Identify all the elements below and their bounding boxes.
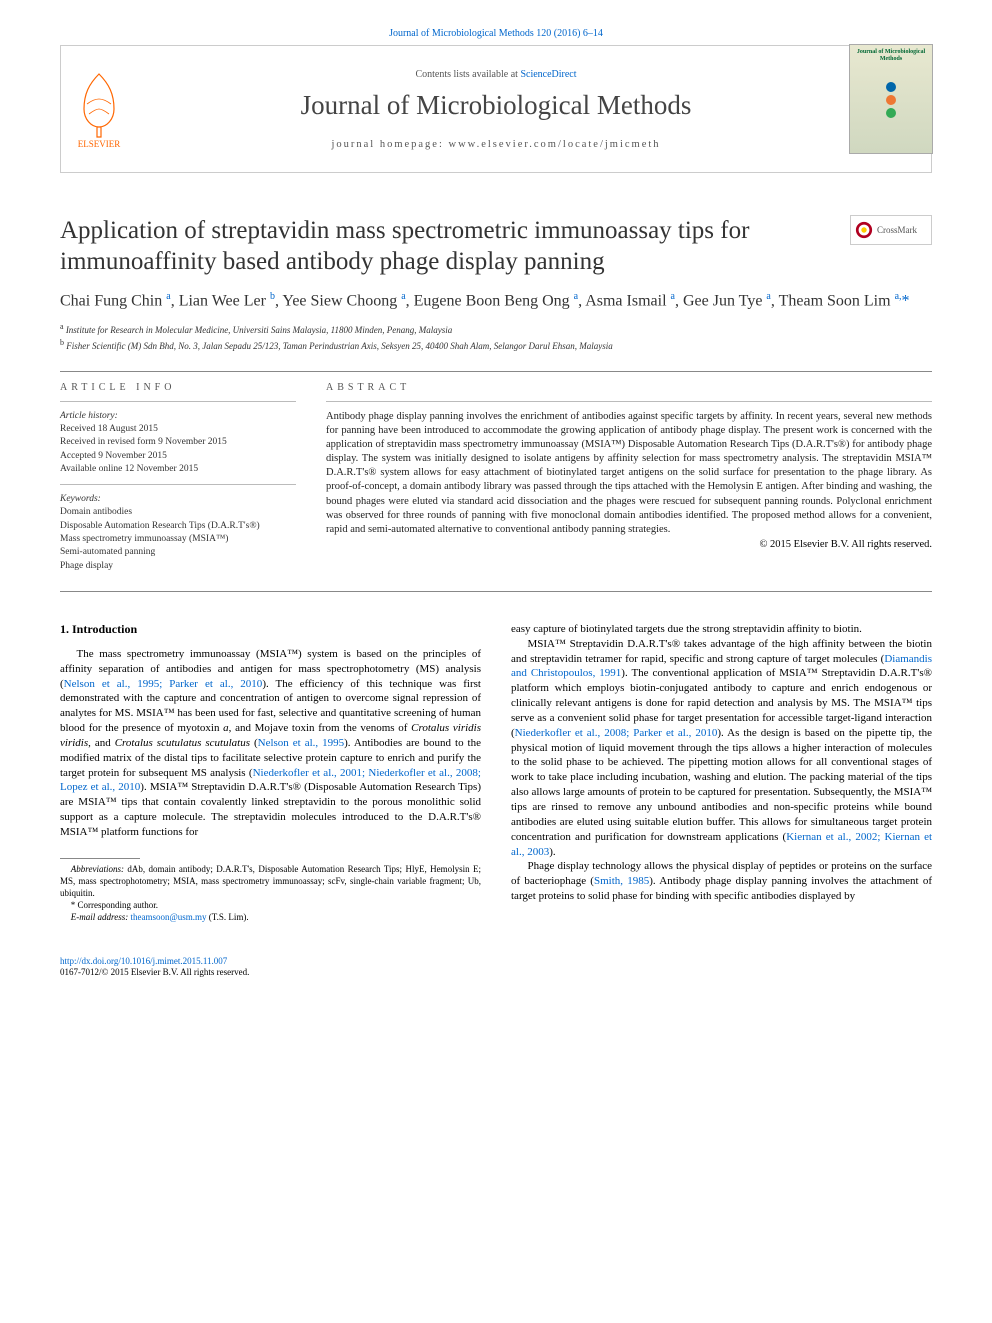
crossmark-badge[interactable]: CrossMark bbox=[850, 215, 932, 245]
authors-line: Chai Fung Chin a, Lian Wee Ler b, Yee Si… bbox=[60, 290, 932, 312]
cover-title: Journal of Microbiological Methods bbox=[854, 49, 928, 62]
article-info-column: ARTICLE INFO Article history: Received 1… bbox=[60, 382, 296, 573]
body-paragraph: Phage display technology allows the phys… bbox=[511, 859, 932, 904]
journal-homepage: journal homepage: www.elsevier.com/locat… bbox=[151, 139, 841, 150]
email-footnote: E-mail address: theamsoon@usm.my (T.S. L… bbox=[60, 911, 481, 923]
body-column-right: easy capture of biotinylated targets due… bbox=[511, 622, 932, 924]
keyword: Mass spectrometry immunoassay (MSIA™) bbox=[60, 533, 296, 546]
cover-dot bbox=[886, 108, 896, 118]
elsevier-label: ELSEVIER bbox=[78, 139, 121, 149]
copyright-line: © 2015 Elsevier B.V. All rights reserved… bbox=[326, 539, 932, 550]
divider bbox=[326, 401, 932, 402]
journal-name: Journal of Microbiological Methods bbox=[151, 90, 841, 121]
keywords-label: Keywords: bbox=[60, 493, 296, 506]
cover-dot bbox=[886, 95, 896, 105]
body-paragraph: The mass spectrometry immunoassay (MSIA™… bbox=[60, 647, 481, 840]
accepted-date: Accepted 9 November 2015 bbox=[60, 450, 296, 463]
body-paragraph: MSIA™ Streptavidin D.A.R.T's® takes adva… bbox=[511, 637, 932, 860]
homepage-url: www.elsevier.com/locate/jmicmeth bbox=[449, 139, 661, 150]
received-date: Received 18 August 2015 bbox=[60, 423, 296, 436]
contents-prefix: Contents lists available at bbox=[415, 69, 520, 80]
keyword: Disposable Automation Research Tips (D.A… bbox=[60, 520, 296, 533]
email-link[interactable]: theamsoon@usm.my bbox=[130, 912, 206, 922]
body-column-left: 1. Introduction The mass spectrometry im… bbox=[60, 622, 481, 924]
divider bbox=[60, 371, 932, 372]
revised-date: Received in revised form 9 November 2015 bbox=[60, 436, 296, 449]
cover-dots bbox=[886, 82, 896, 118]
header-citation: Journal of Microbiological Methods 120 (… bbox=[0, 0, 992, 45]
online-date: Available online 12 November 2015 bbox=[60, 463, 296, 476]
affiliations: a Institute for Research in Molecular Me… bbox=[60, 321, 932, 352]
email-suffix: (T.S. Lim). bbox=[207, 912, 249, 922]
email-label: E-mail address: bbox=[71, 912, 131, 922]
body-paragraph: easy capture of biotinylated targets due… bbox=[511, 622, 932, 637]
divider bbox=[60, 484, 296, 485]
homepage-label: journal homepage: bbox=[331, 139, 448, 150]
keywords-block: Keywords: Domain antibodies Disposable A… bbox=[60, 493, 296, 573]
affiliation-a: a Institute for Research in Molecular Me… bbox=[60, 321, 932, 337]
elsevier-logo: ELSEVIER bbox=[59, 44, 139, 149]
sciencedirect-link[interactable]: ScienceDirect bbox=[520, 69, 576, 80]
abstract-column: ABSTRACT Antibody phage display panning … bbox=[326, 382, 932, 573]
doi-link[interactable]: http://dx.doi.org/10.1016/j.mimet.2015.1… bbox=[60, 956, 227, 966]
divider bbox=[60, 401, 296, 402]
journal-cover-thumbnail: Journal of Microbiological Methods bbox=[849, 44, 933, 154]
keyword: Semi-automated panning bbox=[60, 546, 296, 559]
issn-line: 0167-7012/© 2015 Elsevier B.V. All right… bbox=[60, 967, 249, 977]
divider bbox=[60, 591, 932, 592]
abbreviations-footnote: Abbreviations: dAb, domain antibody; D.A… bbox=[60, 863, 481, 899]
cover-dot bbox=[886, 82, 896, 92]
keyword: Phage display bbox=[60, 560, 296, 573]
crossmark-label: CrossMark bbox=[877, 225, 917, 235]
abbrev-label: Abbreviations: bbox=[71, 864, 124, 874]
abstract-label: ABSTRACT bbox=[326, 382, 932, 393]
corresponding-footnote: * Corresponding author. bbox=[60, 899, 481, 911]
abstract-text: Antibody phage display panning involves … bbox=[326, 410, 932, 538]
article-title: Application of streptavidin mass spectro… bbox=[60, 215, 850, 278]
affiliation-b: b Fisher Scientific (M) Sdn Bhd, No. 3, … bbox=[60, 337, 932, 353]
crossmark-icon bbox=[855, 221, 873, 239]
header-center: Contents lists available at ScienceDirec… bbox=[61, 69, 931, 150]
article-history: Article history: Received 18 August 2015… bbox=[60, 410, 296, 476]
citation-link[interactable]: Journal of Microbiological Methods 120 (… bbox=[389, 28, 603, 39]
elsevier-tree-icon bbox=[68, 69, 130, 139]
page-footer: http://dx.doi.org/10.1016/j.mimet.2015.1… bbox=[60, 956, 932, 979]
keyword: Domain antibodies bbox=[60, 506, 296, 519]
article-info-label: ARTICLE INFO bbox=[60, 382, 296, 393]
section-heading: 1. Introduction bbox=[60, 622, 481, 637]
history-label: Article history: bbox=[60, 410, 296, 423]
abbrev-text: dAb, domain antibody; D.A.R.T's, Disposa… bbox=[60, 864, 481, 898]
contents-line: Contents lists available at ScienceDirec… bbox=[151, 69, 841, 80]
footnote-divider bbox=[60, 858, 140, 859]
header-box: ELSEVIER Contents lists available at Sci… bbox=[60, 45, 932, 173]
